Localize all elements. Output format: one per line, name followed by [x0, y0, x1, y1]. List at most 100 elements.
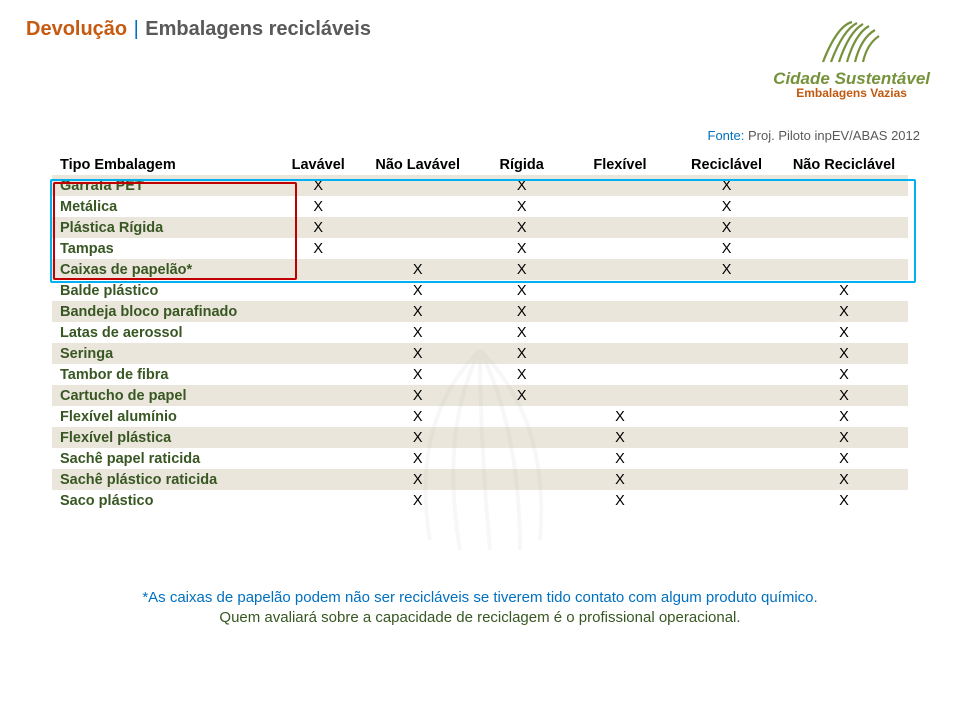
table-cell: X [476, 322, 566, 343]
row-label: Plástica Rígida [52, 217, 278, 238]
table-cell: X [780, 469, 908, 490]
table-row: Flexível alumínioXXX [52, 406, 908, 427]
table-cell: X [567, 469, 673, 490]
table-cell: X [476, 259, 566, 280]
table-cell [476, 427, 566, 448]
table-cell: X [780, 322, 908, 343]
table-cell: X [780, 406, 908, 427]
table-cell: X [359, 343, 477, 364]
table-cell [278, 427, 359, 448]
leaf-arc-icon [817, 18, 887, 66]
table-cell [780, 196, 908, 217]
table-cell [673, 280, 780, 301]
source-line: Fonte: Proj. Piloto inpEV/ABAS 2012 [708, 128, 920, 143]
table-cell: X [673, 217, 780, 238]
table-cell: X [780, 280, 908, 301]
table-cell: X [567, 490, 673, 511]
source-label: Fonte: [708, 128, 745, 143]
table-cell: X [476, 280, 566, 301]
row-label: Flexível plástica [52, 427, 278, 448]
table-cell: X [780, 385, 908, 406]
title-separator: | [134, 18, 139, 40]
table-row: Flexível plásticaXXX [52, 427, 908, 448]
table-cell: X [780, 448, 908, 469]
table-row: Cartucho de papelXXX [52, 385, 908, 406]
table-cell: X [359, 301, 477, 322]
row-label: Tambor de fibra [52, 364, 278, 385]
table-cell: X [780, 343, 908, 364]
table-cell [567, 175, 673, 196]
footnote-line2: Quem avaliará sobre a capacidade de reci… [74, 608, 886, 628]
table-row: Caixas de papelão*XXX [52, 259, 908, 280]
table-cell [278, 280, 359, 301]
table-cell [673, 385, 780, 406]
table-cell [567, 301, 673, 322]
table-cell: X [780, 364, 908, 385]
table-cell: X [673, 238, 780, 259]
table-cell: X [476, 343, 566, 364]
table-row: Plástica RígidaXXX [52, 217, 908, 238]
table-cell: X [359, 406, 477, 427]
table-cell [278, 406, 359, 427]
row-label: Bandeja bloco parafinado [52, 301, 278, 322]
table-row: Latas de aerossolXXX [52, 322, 908, 343]
table-cell [780, 238, 908, 259]
table-cell [780, 259, 908, 280]
table-row: TampasXXX [52, 238, 908, 259]
table-cell [673, 406, 780, 427]
table-cell: X [359, 385, 477, 406]
table-cell: X [476, 238, 566, 259]
table-row: Sachê papel raticidaXXX [52, 448, 908, 469]
row-label: Flexível alumínio [52, 406, 278, 427]
table-row: Saco plásticoXXX [52, 490, 908, 511]
table-cell [567, 364, 673, 385]
title-part2: Embalagens recicláveis [145, 18, 371, 40]
row-label: Garrafa PET [52, 175, 278, 196]
table-header-cell: Rígida [476, 154, 566, 175]
table-cell: X [278, 196, 359, 217]
table-cell [567, 259, 673, 280]
table-cell: X [476, 175, 566, 196]
row-label: Cartucho de papel [52, 385, 278, 406]
table-cell: X [359, 280, 477, 301]
table-cell [567, 343, 673, 364]
table-header-cell: Não Reciclável [780, 154, 908, 175]
table-row: SeringaXXX [52, 343, 908, 364]
table-cell [780, 217, 908, 238]
table-row: Balde plásticoXXX [52, 280, 908, 301]
table-cell: X [359, 427, 477, 448]
table-cell [673, 364, 780, 385]
table-cell [359, 238, 477, 259]
table-row: Sachê plástico raticidaXXX [52, 469, 908, 490]
table-cell [278, 448, 359, 469]
table-cell [278, 385, 359, 406]
table-cell [476, 490, 566, 511]
table-cell: X [278, 175, 359, 196]
table-cell [278, 322, 359, 343]
table-cell [673, 322, 780, 343]
table-cell: X [359, 490, 477, 511]
table-cell: X [359, 469, 477, 490]
table-cell: X [567, 448, 673, 469]
table-cell: X [673, 175, 780, 196]
title-part1: Devolução [26, 18, 127, 40]
footnote: *As caixas de papelão podem não ser reci… [74, 588, 886, 629]
table-head: Tipo EmbalagemLavávelNão LavávelRígidaFl… [52, 154, 908, 175]
table-cell: X [278, 217, 359, 238]
table-cell [278, 469, 359, 490]
table-cell: X [359, 322, 477, 343]
table-row: Garrafa PETXXX [52, 175, 908, 196]
row-label: Sachê papel raticida [52, 448, 278, 469]
table-cell [359, 175, 477, 196]
table-cell [780, 175, 908, 196]
table-cell: X [278, 238, 359, 259]
table-cell [278, 364, 359, 385]
table-cell [673, 490, 780, 511]
table-cell [673, 343, 780, 364]
table-cell: X [780, 301, 908, 322]
row-label: Saco plástico [52, 490, 278, 511]
brand-bottom: Embalagens Vazias [773, 87, 930, 100]
table-row: Tambor de fibraXXX [52, 364, 908, 385]
table-cell [567, 385, 673, 406]
table-header-cell: Tipo Embalagem [52, 154, 278, 175]
